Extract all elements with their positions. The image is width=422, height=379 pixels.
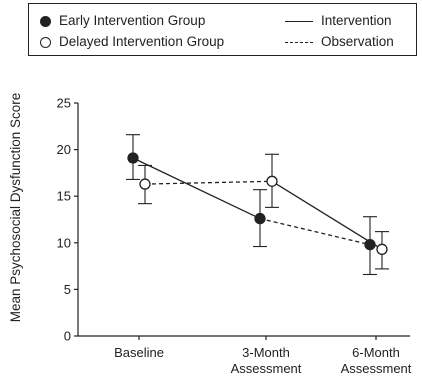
y-axis-title: Mean Psychosocial Dysfunction Score [8, 93, 23, 323]
series-line-segment [259, 217, 371, 246]
y-tick-label: 5 [64, 282, 71, 297]
legend-delayed-intervention: Delayed Intervention Group [59, 34, 225, 49]
x-tick-label: 6-Month Assessment [341, 345, 412, 376]
early-group-point [127, 152, 139, 164]
early-group-point [254, 212, 266, 225]
y-tick-label: 0 [64, 329, 71, 344]
y-tick-label: 10 [57, 235, 71, 250]
legend-intervention: Intervention [321, 13, 392, 28]
series-line-segment [271, 180, 383, 250]
delayed-group-point [266, 175, 278, 187]
delayed-group-point [139, 178, 151, 190]
delayed-group-point [376, 243, 388, 255]
y-tick-label: 20 [57, 142, 71, 157]
y-tick-label: 15 [57, 189, 71, 204]
legend-solid-line-icon [285, 21, 313, 22]
series-line-segment [132, 157, 261, 220]
chart-legend: Early Intervention Group Delayed Interve… [28, 3, 417, 56]
legend-observation: Observation [321, 34, 394, 49]
legend-open-circle-icon [40, 37, 51, 48]
x-tick-label: 3-Month Assessment [231, 345, 302, 376]
series-line-segment [144, 180, 273, 185]
y-tick-label: 25 [57, 96, 71, 111]
legend-early-intervention: Early Intervention Group [59, 13, 206, 28]
early-group-point [364, 239, 376, 251]
legend-dashed-line-icon [285, 42, 313, 43]
legend-filled-circle-icon [40, 16, 51, 27]
x-tick-label: Baseline [114, 345, 164, 360]
